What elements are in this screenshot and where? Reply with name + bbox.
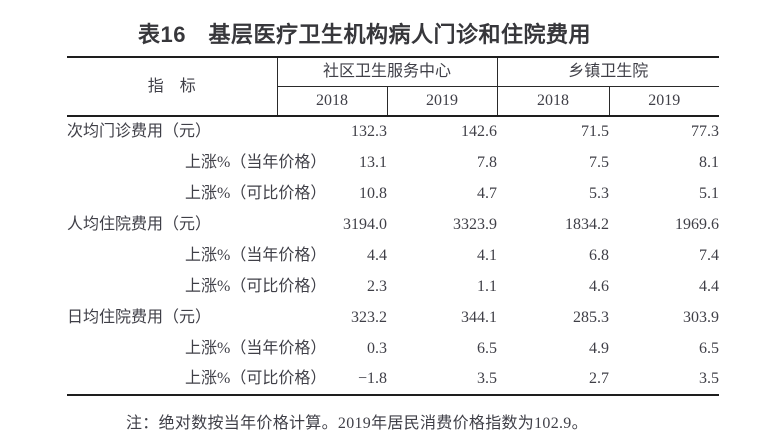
cell-value: 285.3 — [573, 308, 610, 326]
cell-value: 3323.9 — [453, 215, 498, 233]
cell-value: 344.1 — [461, 308, 498, 326]
row-label: 日均住院费用（元） — [67, 308, 212, 326]
table-row: 次均门诊费用（元） 132.3 142.6 71.5 77.3 — [67, 116, 719, 147]
cell-value: 71.5 — [581, 123, 610, 140]
cell-value: 6.5 — [477, 339, 498, 357]
cell-value: 303.9 — [683, 308, 720, 326]
row-label: 上涨%（当年价格） — [185, 339, 327, 357]
cell-value: 3.5 — [609, 364, 720, 396]
cell-value: 4.7 — [477, 184, 498, 202]
header-group-row: 指 标 社区卫生服务中心 乡镇卫生院 — [67, 56, 720, 117]
row-label: 上涨%（当年价格） — [185, 153, 327, 171]
table-row: 上涨%（当年价格） 13.1 7.8 7.5 8.1 — [67, 147, 719, 178]
table-row: 人均住院费用（元） 3194.0 3323.9 1834.2 1969.6 — [67, 209, 719, 240]
cell-value: 0.3 — [367, 339, 387, 357]
footnote: 注：绝对数按当年价格计算。2019年居民消费价格指数为102.9。 — [126, 415, 588, 432]
cell-value: 77.3 — [691, 123, 720, 140]
cell-value: 7.5 — [589, 153, 610, 171]
cell-value: 5.1 — [699, 184, 720, 202]
row-label: 上涨%（当年价格） — [185, 246, 327, 264]
table-row: 上涨%（可比价格） 2.3 1.1 4.6 4.4 — [67, 271, 719, 302]
table-row: 上涨%（当年价格） 0.3 6.5 4.9 6.5 — [67, 333, 719, 364]
table-row: 上涨%（当年价格） 4.4 4.1 6.8 7.4 — [67, 240, 719, 271]
cell-value: 6.5 — [699, 339, 720, 357]
row-label: 次均门诊费用（元） — [67, 123, 212, 140]
cell-value: 13.1 — [359, 153, 387, 171]
row-label: 上涨%（可比价格） — [185, 184, 327, 202]
row-label: 上涨%（可比价格） — [185, 277, 327, 295]
row-label: 人均住院费用（元） — [67, 215, 212, 233]
cell-value: 132.3 — [351, 123, 387, 140]
cell-value: 1834.2 — [565, 215, 610, 233]
header-year-township-2019: 2019 — [609, 86, 720, 117]
cell-value: 4.6 — [589, 277, 610, 295]
table-title: 表16 基层医疗卫生机构病人门诊和住院费用 — [138, 22, 591, 47]
cell-value: 4.4 — [367, 246, 387, 264]
cell-value: 7.8 — [477, 153, 498, 171]
cell-value: 3194.0 — [343, 215, 387, 233]
row-label: 上涨%（可比价格） — [67, 364, 326, 396]
table-row: 日均住院费用（元） 323.2 344.1 285.3 303.9 — [67, 302, 719, 333]
cell-value: 5.3 — [589, 184, 610, 202]
cell-value: 1969.6 — [675, 215, 720, 233]
header-indicator: 指 标 — [67, 56, 278, 117]
cell-value: 4.4 — [699, 277, 720, 295]
cell-value: 2.7 — [497, 364, 610, 396]
header-year-community-2019: 2019 — [387, 86, 498, 117]
cell-value: 323.2 — [351, 308, 387, 326]
table-row: 上涨%（可比价格） 10.8 4.7 5.3 5.1 — [67, 178, 719, 209]
cell-value: 1.1 — [477, 277, 498, 295]
cell-value: 4.9 — [589, 339, 610, 357]
table-row: 上涨%（可比价格） −1.8 3.5 2.7 3.5 — [67, 364, 720, 396]
header-year-row: 2018 2019 2018 2019 — [67, 86, 720, 117]
header-year-township-2018: 2018 — [497, 86, 610, 117]
cell-value: 4.1 — [477, 246, 498, 264]
cell-value: −1.8 — [277, 364, 387, 396]
statistics-table: 指 标 社区卫生服务中心 乡镇卫生院 2018 2019 2018 2019 次… — [67, 56, 720, 396]
cell-value: 6.8 — [589, 246, 610, 264]
cell-value: 2.3 — [367, 277, 387, 295]
cell-value: 10.8 — [359, 184, 387, 202]
header-group-township-hospital: 乡镇卫生院 — [497, 56, 720, 87]
cell-value: 7.4 — [699, 246, 720, 264]
cell-value: 142.6 — [461, 123, 498, 140]
header-year-community-2018: 2018 — [277, 86, 388, 117]
cell-value: 8.1 — [699, 153, 720, 171]
header-group-community-center: 社区卫生服务中心 — [277, 56, 498, 87]
cell-value: 3.5 — [387, 364, 498, 396]
